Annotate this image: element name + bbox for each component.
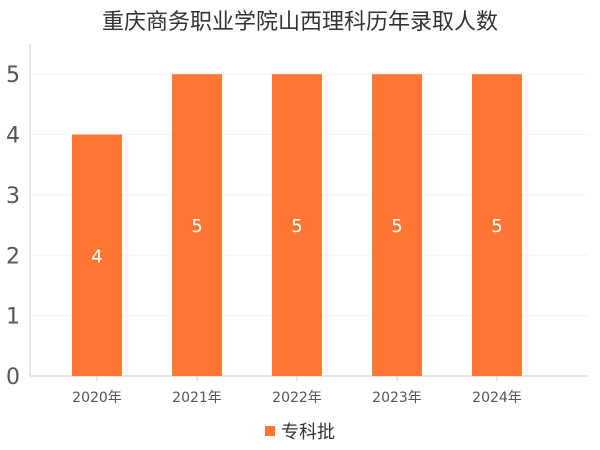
legend-label: 专科批 [281, 422, 335, 443]
x-tick-label: 2024年 [472, 390, 522, 406]
y-tick-label: 1 [6, 305, 20, 330]
x-tick-label: 2020年 [72, 390, 122, 406]
data-label: 4 [91, 246, 102, 267]
chart-title: 重庆商务职业学院山西理科历年录取人数 [101, 10, 498, 35]
data-label: 5 [491, 216, 502, 237]
bar [72, 134, 122, 376]
data-label: 5 [191, 216, 202, 237]
y-tick-label: 3 [6, 184, 20, 209]
x-tick-label: 2023年 [372, 390, 422, 406]
bar [372, 74, 422, 376]
y-tick-label: 2 [6, 244, 20, 269]
bar [472, 74, 522, 376]
data-label: 5 [291, 216, 302, 237]
legend-swatch [265, 426, 275, 436]
bar [272, 74, 322, 376]
y-tick-label: 0 [6, 365, 20, 390]
data-label: 5 [391, 216, 402, 237]
bar [172, 74, 222, 376]
legend: 专科批 [0, 418, 600, 444]
x-tick-label: 2021年 [172, 390, 222, 406]
y-tick-label: 4 [6, 124, 20, 149]
x-tick-label: 2022年 [272, 390, 322, 406]
y-tick-label: 5 [6, 63, 20, 88]
